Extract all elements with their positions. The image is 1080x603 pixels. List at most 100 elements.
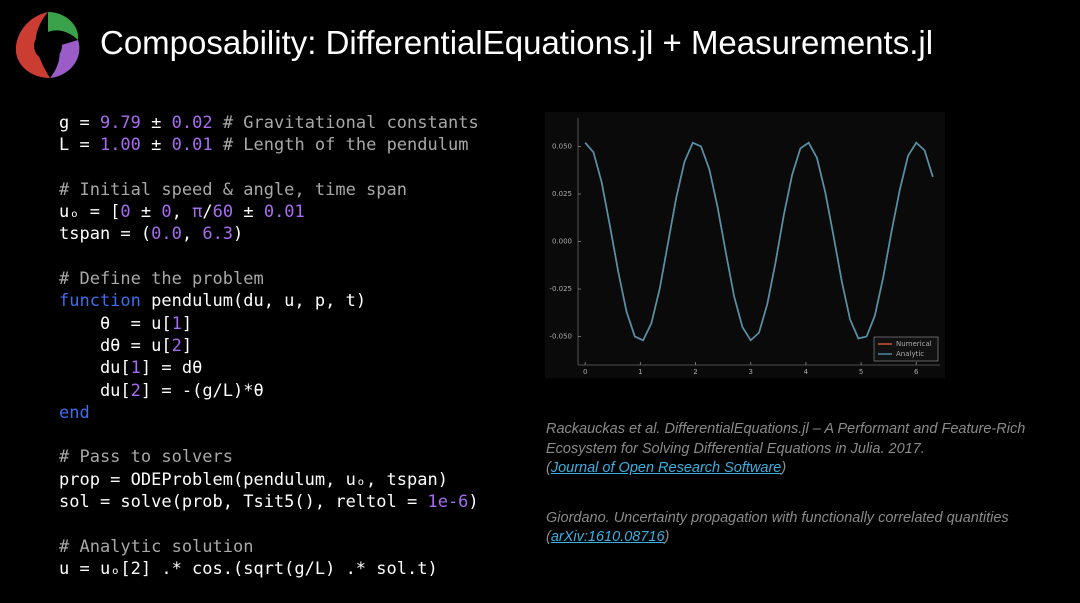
code-line: L = 1.00 ± 0.01 # Length of the pendulum	[59, 134, 479, 156]
code-token: 60	[212, 202, 234, 223]
code-token: # Analytic solution	[59, 536, 254, 557]
code-token: du[	[59, 380, 131, 401]
code-paragraph: # Define the problem function pendulum(du…	[59, 268, 479, 424]
legend-label: Analytic	[896, 350, 924, 358]
legend-box	[873, 336, 939, 362]
paren: )	[664, 529, 670, 545]
code-line: # Initial speed & angle, time span	[59, 179, 479, 201]
code-token: # Define the problem	[59, 269, 264, 290]
y-tick-label: -0.025	[549, 285, 572, 293]
reference-link[interactable]: arXiv:1610.08716	[550, 529, 665, 545]
code-line: tspan = (0.0, 6.3)	[59, 223, 479, 245]
plot-background	[545, 112, 945, 378]
x-tick-label: 1	[638, 368, 642, 376]
code-token: 0.01	[171, 135, 213, 156]
y-tick-label: 0.025	[552, 190, 572, 198]
code-line: du[2] = -(g/L)*θ	[59, 380, 479, 402]
code-line: u = uₒ[2] .* cos.(sqrt(g/L) .* sol.t)	[59, 558, 479, 580]
code-token: ±	[140, 113, 172, 133]
code-token: ] = dθ	[140, 358, 203, 379]
code-token: u = uₒ[2] .* cos.(sqrt(g/L) .* sol.t)	[59, 558, 438, 579]
reference-link[interactable]: Journal of Open Research Software	[550, 460, 782, 476]
code-line: sol = solve(prob, Tsit5(), reltol = 1e-6…	[59, 491, 479, 513]
code-line: function pendulum(du, u, p, t)	[59, 290, 479, 312]
code-token: pendulum(du, u, p, t)	[140, 291, 367, 312]
code-line: # Analytic solution	[59, 536, 479, 558]
code-line: θ = u[1]	[59, 313, 479, 335]
code-token: du[	[59, 358, 131, 379]
code-token: dθ = u[	[59, 335, 172, 356]
code-paragraph: # Initial speed & angle, time span uₒ = […	[59, 179, 479, 246]
code-token: ±	[140, 135, 172, 156]
code-line: # Define the problem	[59, 268, 479, 290]
code-token: )	[468, 492, 479, 513]
x-tick-label: 5	[859, 368, 863, 376]
code-token: 0	[120, 202, 131, 223]
code-token: 0.02	[171, 113, 213, 133]
code-token: π	[192, 202, 203, 223]
code-token: ±	[130, 202, 162, 223]
code-line: uₒ = [0 ± 0, π/60 ± 0.01	[59, 201, 479, 223]
code-block: g = 9.79 ± 0.02 # Gravitational constant…	[59, 112, 479, 603]
code-token: ]	[181, 313, 193, 334]
code-token: θ = u[	[59, 313, 172, 334]
y-tick-label: 0.050	[552, 143, 572, 151]
code-token: # Pass to solvers	[59, 447, 233, 468]
y-tick-label: -0.050	[549, 333, 572, 341]
logo-red	[15, 12, 50, 78]
reference: Rackauckas et al. DifferentialEquations.…	[546, 420, 1046, 479]
code-token: 1.00	[99, 135, 141, 156]
code-line: prop = ODEProblem(pendulum, uₒ, tspan)	[59, 469, 479, 491]
code-token: 1	[171, 313, 182, 334]
code-token: 9.79	[99, 113, 141, 133]
x-tick-label: 3	[748, 368, 752, 376]
references: Rackauckas et al. DifferentialEquations.…	[546, 420, 1046, 578]
code-token: end	[59, 402, 90, 423]
code-token: ±	[233, 202, 264, 223]
code-paragraph: g = 9.79 ± 0.02 # Gravitational constant…	[59, 112, 479, 157]
code-token: 1	[130, 358, 141, 379]
series-line	[584, 141, 934, 342]
code-token: ] = -(g/L)*θ	[140, 380, 264, 401]
code-token: 0.0	[151, 224, 182, 245]
code-line: g = 9.79 ± 0.02 # Gravitational constant…	[59, 112, 479, 134]
code-token: /	[202, 202, 213, 223]
code-line: du[1] = dθ	[59, 357, 479, 379]
paren: (	[546, 529, 551, 545]
code-line: end	[59, 402, 479, 424]
code-token: # Length of the pendulum	[212, 135, 469, 156]
logo-purple	[50, 40, 80, 78]
code-token: tspan = (	[59, 224, 152, 245]
x-tick-label: 2	[693, 368, 697, 376]
legend-label: Numerical	[896, 340, 932, 348]
code-token: 2	[171, 335, 182, 356]
code-token: 6.3	[202, 224, 234, 245]
code-token: ]	[181, 335, 193, 356]
code-token: ,	[171, 202, 193, 223]
code-token: # Initial speed & angle, time span	[59, 179, 407, 200]
logo	[15, 12, 80, 78]
code-token: 0.01	[263, 202, 305, 223]
code-token: function	[59, 291, 141, 312]
code-token: )	[233, 224, 244, 245]
y-tick-label: 0.000	[552, 238, 572, 246]
slide-title: Composability: DifferentialEquations.jl …	[100, 24, 934, 61]
reference-text: Rackauckas et al. DifferentialEquations.…	[546, 421, 1026, 457]
reference: Giordano. Uncertainty propagation with f…	[546, 509, 1046, 548]
paren: )	[781, 460, 787, 476]
code-token: ,	[181, 224, 203, 245]
code-token: L =	[59, 135, 100, 156]
code-paragraph: # Analytic solution u = uₒ[2] .* cos.(sqr…	[59, 536, 479, 581]
code-token: 0	[161, 202, 172, 223]
series-line	[584, 141, 934, 342]
code-line: # Pass to solvers	[59, 446, 479, 468]
paren: (	[546, 460, 551, 476]
x-tick-label: 0	[583, 368, 587, 376]
code-token: prop = ODEProblem(pendulum, uₒ, tspan)	[59, 469, 448, 490]
code-paragraph: # Pass to solvers prop = ODEProblem(pendu…	[59, 446, 479, 513]
code-token: 1e-6	[427, 492, 469, 513]
logo-center	[34, 32, 62, 60]
reference-text: Giordano. Uncertainty propagation with f…	[546, 509, 1009, 526]
code-token: sol = solve(prob, Tsit5(), reltol =	[59, 492, 428, 513]
